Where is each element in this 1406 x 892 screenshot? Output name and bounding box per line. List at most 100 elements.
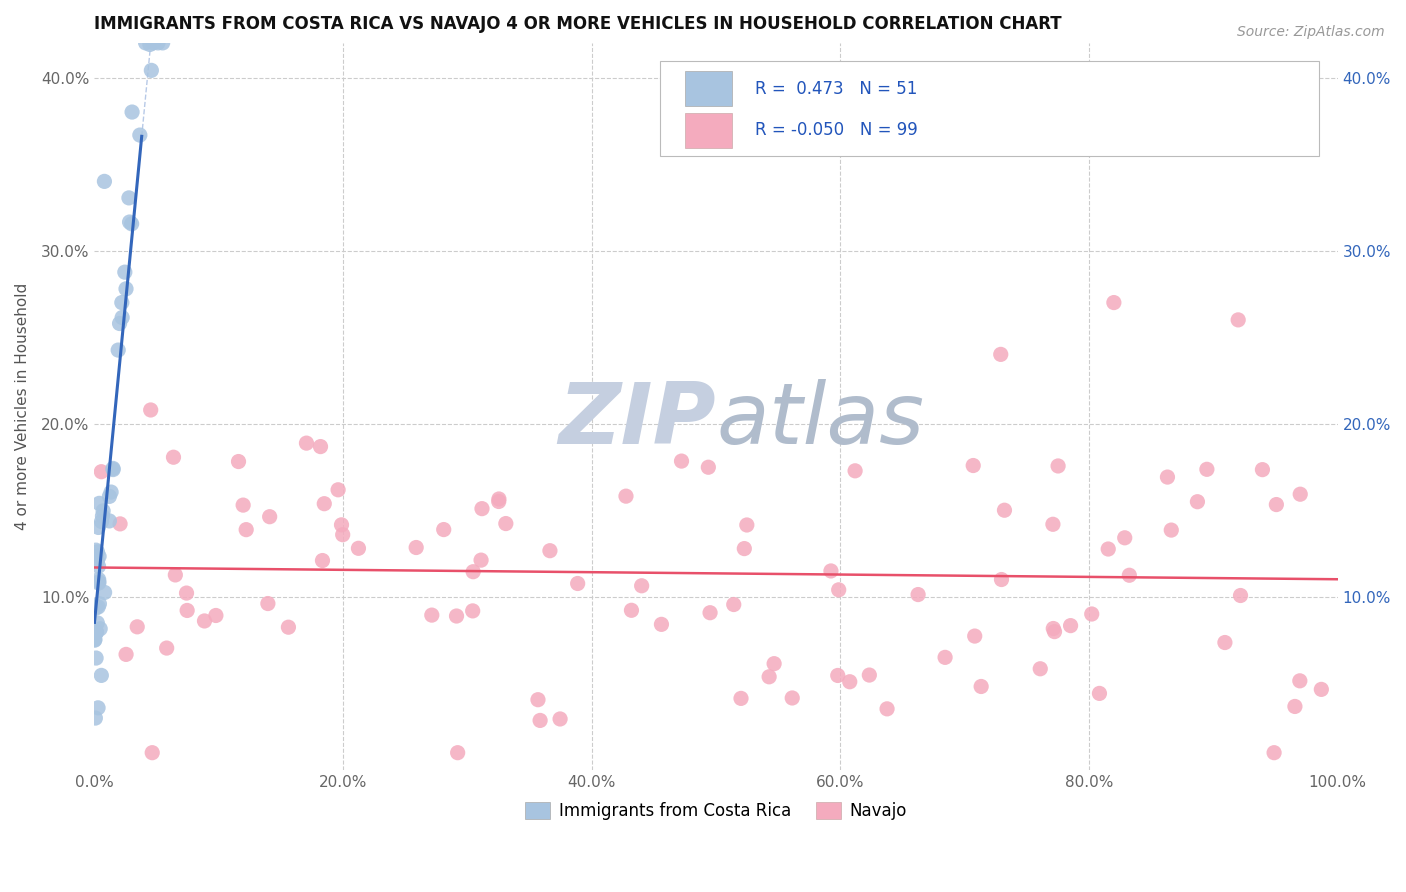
Point <box>733 541 755 556</box>
Point <box>91 504 114 518</box>
Point <box>295 436 318 450</box>
Text: R = -0.050   N = 99: R = -0.050 N = 99 <box>755 121 917 139</box>
Point <box>1102 295 1125 310</box>
Point <box>90 515 112 529</box>
Point <box>108 516 131 531</box>
Legend: Immigrants from Costa Rica, Navajo: Immigrants from Costa Rica, Navajo <box>519 796 914 827</box>
Point <box>488 491 510 506</box>
Point <box>1043 624 1066 639</box>
Point <box>86 625 108 640</box>
Point <box>735 518 758 533</box>
Point <box>127 620 149 634</box>
Point <box>89 597 111 611</box>
Point <box>1042 517 1064 532</box>
Point <box>844 464 866 478</box>
Point <box>1156 470 1178 484</box>
Point <box>193 614 215 628</box>
Point <box>907 588 929 602</box>
Point <box>89 622 111 636</box>
Point <box>146 36 169 50</box>
Point <box>838 674 860 689</box>
Point <box>257 597 280 611</box>
Point <box>447 746 470 760</box>
Point <box>101 461 124 475</box>
Point <box>118 215 141 229</box>
Point <box>1195 462 1218 476</box>
Point <box>326 483 349 497</box>
Text: atlas: atlas <box>716 379 924 462</box>
Point <box>98 514 121 528</box>
Point <box>630 579 652 593</box>
Point <box>567 576 589 591</box>
Point <box>1227 313 1250 327</box>
Point <box>347 541 370 556</box>
Point <box>111 310 134 325</box>
Point <box>330 517 353 532</box>
Point <box>1265 498 1288 512</box>
Point <box>87 559 110 574</box>
Point <box>650 617 672 632</box>
Point <box>93 585 115 599</box>
Text: R =  0.473   N = 51: R = 0.473 N = 51 <box>755 79 917 98</box>
Point <box>165 568 187 582</box>
Point <box>1114 531 1136 545</box>
Point <box>228 454 250 468</box>
Point <box>86 545 108 559</box>
Point <box>98 489 121 503</box>
Point <box>87 573 110 587</box>
Point <box>820 564 842 578</box>
Point <box>314 497 336 511</box>
Point <box>1042 622 1064 636</box>
Point <box>83 632 105 647</box>
Point <box>876 702 898 716</box>
Point <box>488 494 510 508</box>
Point <box>84 711 107 725</box>
Point <box>1080 607 1102 621</box>
Point <box>107 343 129 357</box>
Point <box>152 36 174 50</box>
Y-axis label: 4 or more Vehicles in Household: 4 or more Vehicles in Household <box>15 283 30 530</box>
Point <box>87 701 110 715</box>
Point <box>235 523 257 537</box>
FancyBboxPatch shape <box>685 71 733 106</box>
Point <box>121 217 143 231</box>
Point <box>83 633 105 648</box>
Point <box>1059 618 1081 632</box>
Point <box>970 680 993 694</box>
Point <box>1263 746 1285 760</box>
Point <box>420 608 443 623</box>
Point <box>115 648 138 662</box>
Point <box>142 36 165 50</box>
Point <box>176 603 198 617</box>
Point <box>827 668 849 682</box>
Point <box>780 690 803 705</box>
Point <box>1310 682 1333 697</box>
Point <box>91 508 114 523</box>
Point <box>332 527 354 541</box>
Point <box>128 128 150 142</box>
Text: ZIP: ZIP <box>558 379 716 462</box>
Point <box>538 543 561 558</box>
Point <box>84 624 107 639</box>
FancyBboxPatch shape <box>685 112 733 147</box>
Point <box>1284 699 1306 714</box>
Point <box>934 650 956 665</box>
Point <box>108 317 131 331</box>
Point <box>111 295 134 310</box>
Point <box>121 105 143 120</box>
Point <box>990 573 1012 587</box>
Point <box>101 462 124 476</box>
Point <box>309 440 332 454</box>
Point <box>963 629 986 643</box>
Point <box>433 523 456 537</box>
Point <box>232 498 254 512</box>
FancyBboxPatch shape <box>659 61 1319 155</box>
Point <box>176 586 198 600</box>
Point <box>671 454 693 468</box>
Point <box>697 460 720 475</box>
Point <box>723 598 745 612</box>
Point <box>86 554 108 568</box>
Point <box>763 657 786 671</box>
Point <box>90 668 112 682</box>
Point <box>156 641 179 656</box>
